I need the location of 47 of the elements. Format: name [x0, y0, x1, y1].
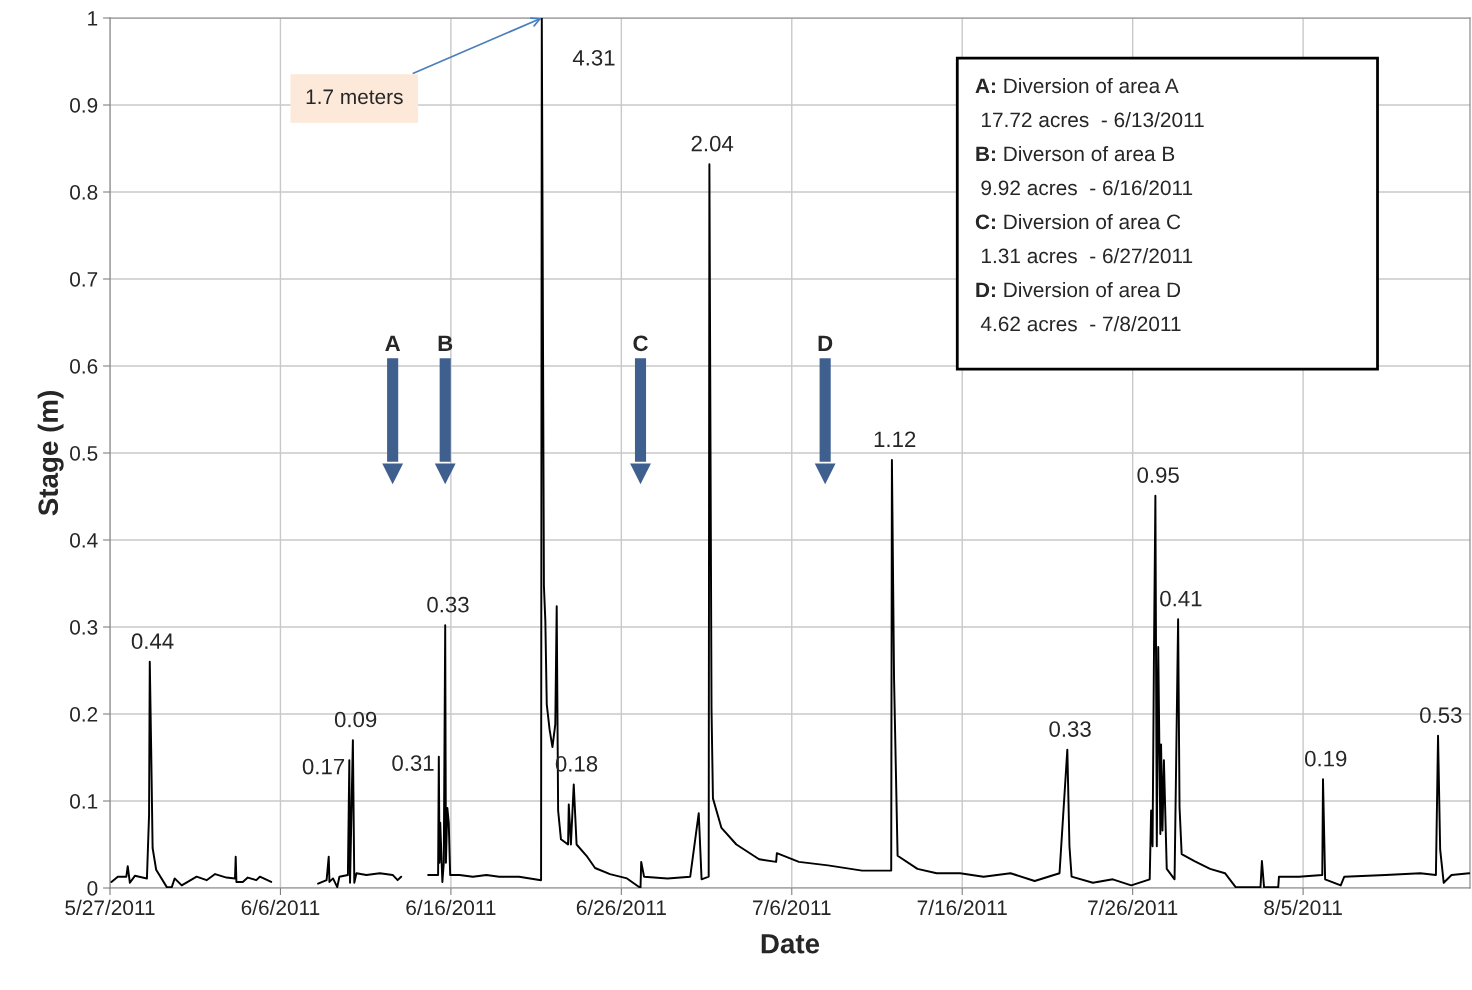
x-tick-label: 7/6/2011: [753, 899, 831, 916]
x-tick-label: 6/26/2011: [576, 899, 666, 916]
annotation: A: Diversion of area A: [975, 77, 1179, 94]
y-axis-title: Stage (m): [37, 391, 64, 516]
annotation: 0.95: [1137, 467, 1179, 483]
ref-line-label: D: [818, 335, 833, 351]
annotation: 1.7 meters: [306, 89, 403, 105]
x-tick-label: 6/16/2011: [406, 899, 496, 916]
x-tick-label: 7/16/2011: [917, 899, 1007, 916]
x-axis-title: Date: [761, 934, 820, 954]
y-tick-label: 1: [88, 11, 98, 26]
annotation: 17.72 acres - 6/13/2011: [981, 111, 1204, 128]
ref-line-label: A: [385, 335, 401, 351]
y-tick-label: 0.4: [70, 533, 98, 548]
ref-line-label: B: [438, 335, 453, 351]
x-tick-label: 6/6/2011: [241, 899, 320, 916]
annotation: 0.41: [1160, 590, 1202, 607]
x-tick-label: 7/26/2011: [1088, 899, 1178, 916]
annotation: D: Diversion of area D: [976, 281, 1181, 298]
annotation: 0.33: [427, 596, 469, 613]
x-tick-label: 5/27/2011: [65, 899, 155, 916]
y-tick-label: 0.1: [70, 794, 98, 809]
annotation: 0.44: [131, 633, 174, 650]
y-tick-label: 0.8: [70, 185, 98, 200]
annotation: 2.04: [691, 135, 734, 152]
annotation: 0.53: [1420, 707, 1462, 724]
annotation: 1.31 acres - 6/27/2011: [981, 247, 1193, 264]
y-tick-label: 0.3: [70, 620, 98, 635]
ref-line-label: C: [633, 335, 648, 352]
y-tick-label: 0.5: [70, 446, 98, 461]
annotation: 0.17: [302, 758, 345, 775]
x-tick-label: 8/5/2011: [1264, 899, 1342, 916]
annotation: 1.12: [874, 431, 916, 448]
annotation: 0.31: [392, 755, 434, 771]
y-tick-label: 0.7: [70, 272, 98, 287]
annotation: 9.92 acres - 6/16/2011: [981, 179, 1193, 196]
y-tick-label: 0.9: [70, 98, 98, 113]
y-tick-label: 0: [87, 881, 98, 896]
annotation: 0.19: [1305, 750, 1347, 767]
y-tick-label: 0.2: [70, 707, 98, 722]
annotation: 4.62 acres - 7/8/2011: [980, 316, 1181, 332]
annotation: 0.33: [1049, 721, 1091, 737]
annotation: 0.09: [334, 711, 377, 728]
annotation: C: Diversion of area C: [975, 213, 1181, 230]
annotation: B: Diverson of area B: [976, 145, 1175, 162]
y-tick-label: 0.6: [70, 359, 98, 374]
annotation: 4.31: [572, 49, 615, 66]
